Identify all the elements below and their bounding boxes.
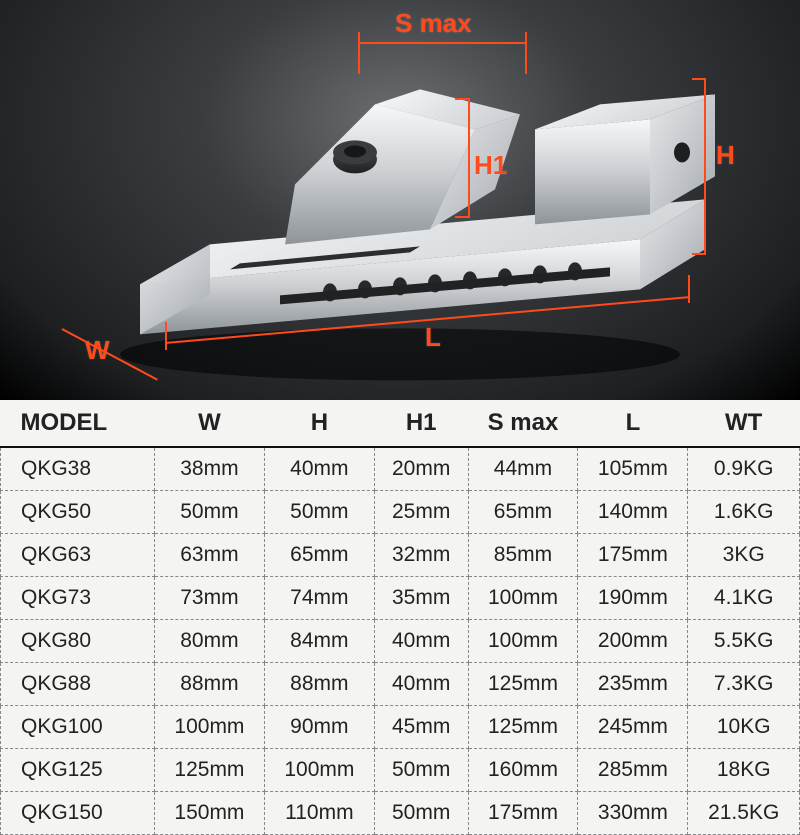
table-cell: 73mm bbox=[154, 577, 264, 620]
table-cell: 32mm bbox=[374, 534, 468, 577]
table-cell: QKG38 bbox=[1, 447, 155, 491]
dim-line bbox=[692, 78, 706, 80]
spec-table: MODEL W H H1 S max L WT QKG3838mm40mm20m… bbox=[0, 400, 800, 835]
table-cell: QKG100 bbox=[1, 706, 155, 749]
table-cell: 4.1KG bbox=[688, 577, 800, 620]
table-cell: 125mm bbox=[468, 706, 578, 749]
table-row: QKG125125mm100mm50mm160mm285mm18KG bbox=[1, 749, 800, 792]
table-cell: 88mm bbox=[264, 663, 374, 706]
table-cell: 90mm bbox=[264, 706, 374, 749]
table-cell: 45mm bbox=[374, 706, 468, 749]
table-cell: 100mm bbox=[264, 749, 374, 792]
table-cell: 150mm bbox=[154, 792, 264, 835]
dim-line bbox=[358, 32, 360, 74]
table-cell: QKG80 bbox=[1, 620, 155, 663]
table-cell: QKG150 bbox=[1, 792, 155, 835]
dim-label-l: L bbox=[425, 322, 441, 353]
table-header: MODEL W H H1 S max L WT bbox=[1, 400, 800, 447]
table-cell: 245mm bbox=[578, 706, 688, 749]
table-cell: QKG63 bbox=[1, 534, 155, 577]
table-cell: 65mm bbox=[468, 491, 578, 534]
table-cell: 100mm bbox=[154, 706, 264, 749]
dim-label-h: H bbox=[716, 140, 735, 171]
table-cell: 21.5KG bbox=[688, 792, 800, 835]
table-cell: 0.9KG bbox=[688, 447, 800, 491]
table-cell: 35mm bbox=[374, 577, 468, 620]
product-diagram: S max H1 H L W bbox=[0, 0, 800, 400]
dim-line bbox=[704, 78, 706, 253]
table-cell: 44mm bbox=[468, 447, 578, 491]
table-cell: 74mm bbox=[264, 577, 374, 620]
col-h1: H1 bbox=[374, 400, 468, 447]
table-row: QKG8888mm88mm40mm125mm235mm7.3KG bbox=[1, 663, 800, 706]
dim-line bbox=[358, 42, 525, 44]
col-wt: WT bbox=[688, 400, 800, 447]
table-cell: 40mm bbox=[374, 620, 468, 663]
table-cell: 25mm bbox=[374, 491, 468, 534]
table-cell: QKG125 bbox=[1, 749, 155, 792]
table-cell: 160mm bbox=[468, 749, 578, 792]
table-cell: 200mm bbox=[578, 620, 688, 663]
col-l: L bbox=[578, 400, 688, 447]
table-cell: QKG73 bbox=[1, 577, 155, 620]
table-cell: 84mm bbox=[264, 620, 374, 663]
table-cell: 5.5KG bbox=[688, 620, 800, 663]
dim-line bbox=[165, 322, 167, 350]
table-cell: 105mm bbox=[578, 447, 688, 491]
table-row: QKG100100mm90mm45mm125mm245mm10KG bbox=[1, 706, 800, 749]
table-cell: 40mm bbox=[374, 663, 468, 706]
table-cell: 18KG bbox=[688, 749, 800, 792]
dim-line bbox=[525, 32, 527, 74]
table-cell: QKG88 bbox=[1, 663, 155, 706]
table-cell: 3KG bbox=[688, 534, 800, 577]
table-cell: 175mm bbox=[578, 534, 688, 577]
table-cell: 38mm bbox=[154, 447, 264, 491]
table-cell: 50mm bbox=[154, 491, 264, 534]
col-w: W bbox=[154, 400, 264, 447]
table-cell: 50mm bbox=[374, 749, 468, 792]
table-cell: QKG50 bbox=[1, 491, 155, 534]
table-cell: 285mm bbox=[578, 749, 688, 792]
table-cell: 125mm bbox=[154, 749, 264, 792]
table-cell: 40mm bbox=[264, 447, 374, 491]
table-row: QKG3838mm40mm20mm44mm105mm0.9KG bbox=[1, 447, 800, 491]
dim-line bbox=[468, 98, 470, 216]
dim-line bbox=[455, 98, 470, 100]
table-row: QKG5050mm50mm25mm65mm140mm1.6KG bbox=[1, 491, 800, 534]
table-body: QKG3838mm40mm20mm44mm105mm0.9KGQKG5050mm… bbox=[1, 447, 800, 835]
table-cell: 1.6KG bbox=[688, 491, 800, 534]
table-cell: 50mm bbox=[374, 792, 468, 835]
table-cell: 125mm bbox=[468, 663, 578, 706]
table-row: QKG7373mm74mm35mm100mm190mm4.1KG bbox=[1, 577, 800, 620]
dim-line bbox=[692, 253, 706, 255]
table-cell: 330mm bbox=[578, 792, 688, 835]
table-cell: 7.3KG bbox=[688, 663, 800, 706]
dim-line bbox=[455, 216, 470, 218]
dim-line bbox=[688, 275, 690, 303]
table-cell: 10KG bbox=[688, 706, 800, 749]
table-cell: 20mm bbox=[374, 447, 468, 491]
table-cell: 100mm bbox=[468, 620, 578, 663]
table-row: QKG150150mm110mm50mm175mm330mm21.5KG bbox=[1, 792, 800, 835]
table-cell: 85mm bbox=[468, 534, 578, 577]
dim-label-h1: H1 bbox=[474, 150, 507, 181]
col-model: MODEL bbox=[1, 400, 155, 447]
table-cell: 190mm bbox=[578, 577, 688, 620]
table-cell: 100mm bbox=[468, 577, 578, 620]
table-cell: 63mm bbox=[154, 534, 264, 577]
table-cell: 110mm bbox=[264, 792, 374, 835]
col-smax: S max bbox=[468, 400, 578, 447]
table-cell: 50mm bbox=[264, 491, 374, 534]
table-cell: 65mm bbox=[264, 534, 374, 577]
table-row: QKG6363mm65mm32mm85mm175mm3KG bbox=[1, 534, 800, 577]
table-row: QKG8080mm84mm40mm100mm200mm5.5KG bbox=[1, 620, 800, 663]
table-cell: 175mm bbox=[468, 792, 578, 835]
col-h: H bbox=[264, 400, 374, 447]
table-cell: 88mm bbox=[154, 663, 264, 706]
table-cell: 235mm bbox=[578, 663, 688, 706]
table-cell: 140mm bbox=[578, 491, 688, 534]
dim-label-smax: S max bbox=[395, 8, 472, 39]
table-cell: 80mm bbox=[154, 620, 264, 663]
